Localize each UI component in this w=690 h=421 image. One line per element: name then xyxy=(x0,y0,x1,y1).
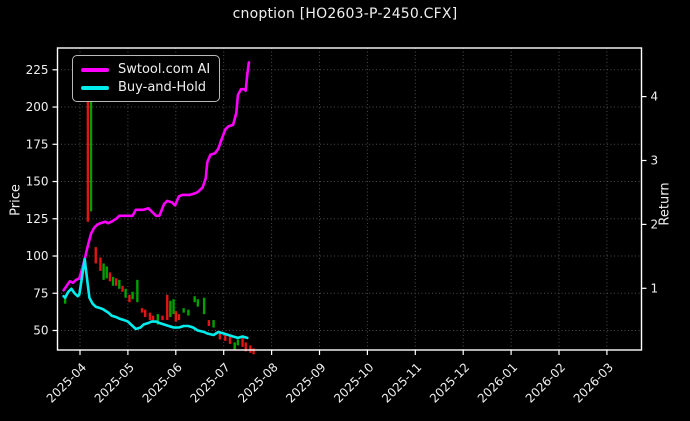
legend-item-buy-and-hold: Buy-and-Hold xyxy=(81,79,219,97)
x-tick-label: 2026-01 xyxy=(475,360,520,405)
y-axis-label-return: Return xyxy=(657,182,673,226)
y-axis-label-price: Price xyxy=(8,184,24,216)
price-tick-label: 175 xyxy=(26,137,49,151)
chart-title: cnoption [HO2603-P-2450.CFX] xyxy=(232,6,458,22)
return-tick-label: 4 xyxy=(651,90,659,104)
legend: Swtool.com AI Buy-and-Hold xyxy=(72,55,220,102)
legend-swatch-ai-line xyxy=(81,68,109,72)
price-tick-label: 100 xyxy=(26,249,49,263)
plot-border xyxy=(56,47,643,351)
x-tick-label: 2025-07 xyxy=(187,360,232,405)
legend-swatch-hold-line xyxy=(81,86,109,90)
price-tick-label: 125 xyxy=(26,212,49,226)
legend-item-swtool-ai: Swtool.com AI xyxy=(81,61,219,79)
return-tick-label: 1 xyxy=(651,281,659,295)
legend-label-ai: Swtool.com AI xyxy=(118,62,211,77)
price-tick-label: 50 xyxy=(33,323,48,337)
x-tick-label: 2025-06 xyxy=(140,360,185,405)
x-tick-label: 2025-05 xyxy=(92,360,137,405)
x-tick-label: 2026-02 xyxy=(523,360,568,405)
price-tick-label: 150 xyxy=(26,175,49,189)
x-tick-label: 2026-03 xyxy=(571,360,616,405)
x-tick-label: 2025-11 xyxy=(379,360,424,405)
x-tick-label: 2025-10 xyxy=(331,360,376,405)
ai-strategy-line xyxy=(62,61,251,292)
x-tick-label: 2025-08 xyxy=(235,360,280,405)
x-tick-label: 2025-09 xyxy=(283,360,328,405)
return-tick-label: 3 xyxy=(651,154,659,168)
price-tick-label: 200 xyxy=(26,100,49,114)
return-tick-label: 2 xyxy=(651,217,659,231)
x-tick-label: 2025-04 xyxy=(44,360,89,405)
legend-label-hold: Buy-and-Hold xyxy=(118,80,207,95)
price-tick-label: 75 xyxy=(33,286,48,300)
price-tick-label: 225 xyxy=(26,63,49,77)
x-tick-label: 2025-12 xyxy=(427,360,472,405)
buy-and-hold-line xyxy=(62,257,249,340)
